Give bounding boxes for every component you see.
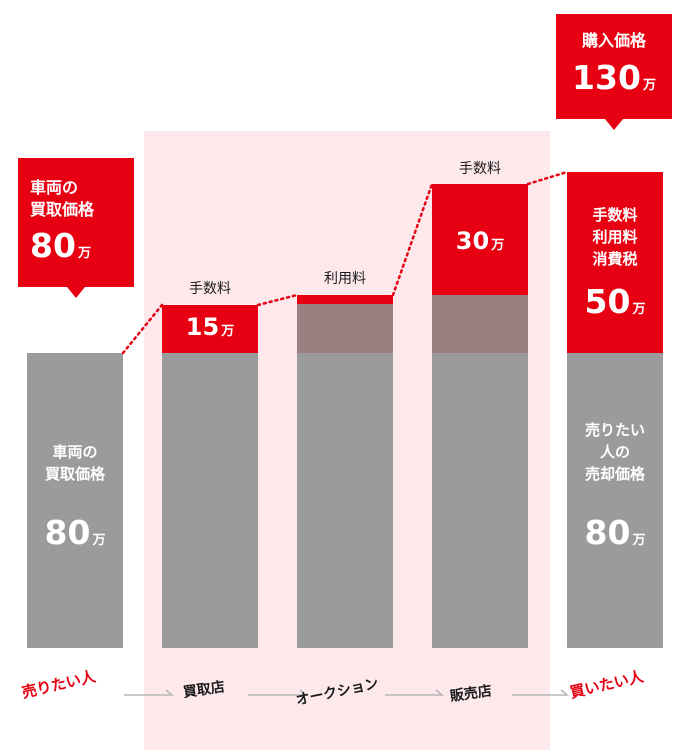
buyer-fee-line1: 手数料 [592, 206, 638, 224]
seller-callout-line1: 車両の [30, 178, 79, 197]
seller-price-callout: 車両の 買取価格 80 万 [18, 158, 134, 298]
dealer-fee-value: 15 [185, 313, 220, 341]
seller-callout-pointer [67, 287, 85, 298]
buyer-base-line2: 人の [599, 443, 630, 461]
buyer-base-value: 80 [584, 513, 631, 552]
buyer-fee-price: 50 万 [567, 282, 663, 321]
connector-dealer-auction [256, 293, 299, 307]
buyer-fee-line2: 利用料 [592, 228, 638, 246]
buyer-callout-value: 130 [572, 58, 641, 97]
seller-bar-unit: 万 [92, 533, 106, 548]
buyer-base-line1: 売りたい [584, 421, 645, 439]
connector-seller-dealer [121, 303, 164, 355]
seller-callout-price: 80 万 [30, 226, 91, 265]
buyer-base-bar: 売りたい 人の 売却価格 80 万 [567, 353, 663, 648]
shop-fee-label: 手数料 [459, 161, 501, 177]
buyer-base-unit: 万 [632, 533, 646, 548]
flow-arrow-3 [385, 689, 445, 696]
shop-base-bar [432, 353, 528, 648]
auction-prior-fee-segment [297, 304, 393, 353]
seller-bar-line2: 買取価格 [44, 465, 105, 483]
auction-fee-label: 利用料 [324, 271, 366, 287]
shop-fee-unit: 万 [491, 238, 505, 253]
auction-fee-segment [297, 295, 393, 304]
connector-shop-buyer [526, 170, 569, 186]
seller-callout-line2: 買取価格 [30, 200, 95, 219]
seller-price-bar: 車両の 買取価格 80 万 [27, 353, 123, 648]
dealer-base-bar [162, 353, 258, 648]
flow-arrow-4 [512, 689, 570, 696]
dealer-fee-unit: 万 [221, 324, 235, 339]
buyer-callout-price: 130 万 [556, 58, 672, 97]
seller-callout-unit: 万 [77, 246, 91, 261]
shop-fee-value: 30 [455, 227, 490, 255]
seller-bar-value: 80 [44, 513, 91, 552]
buyer-price-callout: 購入価格 130 万 [556, 14, 672, 130]
dealer-fee-label: 手数料 [189, 281, 231, 297]
seller-bar-price: 80 万 [27, 513, 123, 552]
flow-arrow-2 [248, 689, 309, 696]
auction-base-bar [297, 353, 393, 648]
buyer-callout-unit: 万 [642, 78, 656, 93]
seller-callout-value: 80 [30, 226, 76, 265]
buyer-callout-pointer [605, 119, 623, 130]
buyer-base-price: 80 万 [567, 513, 663, 552]
connector-auction-shop [391, 182, 434, 297]
flow-arrow-1 [124, 689, 175, 696]
buyer-base-line3: 売却価格 [584, 465, 645, 483]
dealer-fee-segment: 15 万 [162, 305, 258, 353]
seller-bar-line1: 車両の [52, 443, 98, 461]
buyer-fee-unit: 万 [632, 302, 646, 317]
shop-fee-price: 30 万 [432, 227, 528, 255]
buyer-fee-segment: 手数料 利用料 消費税 50 万 [567, 172, 663, 353]
shop-prior-fee-segment [432, 295, 528, 353]
dealer-fee-price: 15 万 [162, 313, 258, 341]
buyer-fee-line3: 消費税 [592, 250, 638, 268]
buyer-fee-value: 50 [584, 282, 631, 321]
buyer-callout-line1: 購入価格 [581, 31, 646, 50]
shop-fee-segment: 30 万 [432, 184, 528, 295]
